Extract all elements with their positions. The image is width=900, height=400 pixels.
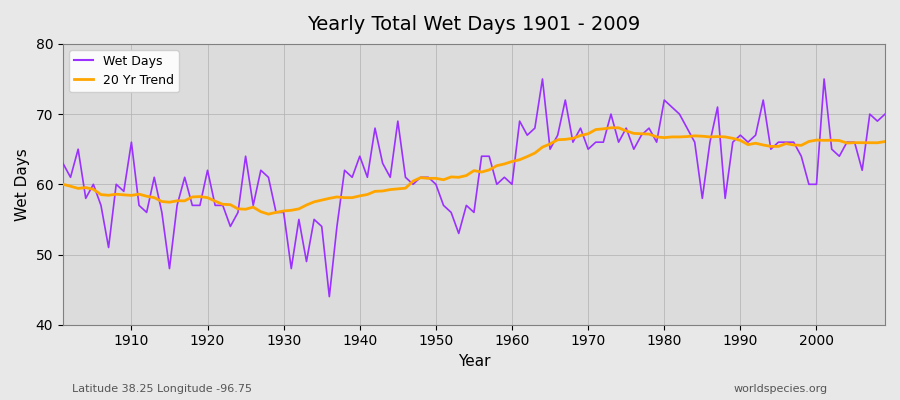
Y-axis label: Wet Days: Wet Days <box>15 148 30 221</box>
20 Yr Trend <box>58 182 68 187</box>
Wet Days <box>324 294 335 299</box>
20 Yr Trend <box>606 125 616 130</box>
Wet Days <box>514 119 525 124</box>
20 Yr Trend <box>514 157 525 162</box>
Wet Days <box>879 112 890 116</box>
20 Yr Trend <box>339 195 350 200</box>
20 Yr Trend <box>613 125 624 130</box>
Wet Days <box>286 266 297 271</box>
20 Yr Trend <box>119 192 130 197</box>
Wet Days <box>537 76 548 81</box>
20 Yr Trend <box>293 206 304 211</box>
Wet Days <box>58 161 68 166</box>
Wet Days <box>613 140 624 144</box>
20 Yr Trend <box>507 159 517 164</box>
Wet Days <box>119 189 130 194</box>
20 Yr Trend <box>263 212 274 216</box>
Wet Days <box>507 182 517 187</box>
Wet Days <box>339 168 350 173</box>
Text: Latitude 38.25 Longitude -96.75: Latitude 38.25 Longitude -96.75 <box>72 384 252 394</box>
Legend: Wet Days, 20 Yr Trend: Wet Days, 20 Yr Trend <box>69 50 179 92</box>
Line: Wet Days: Wet Days <box>63 79 885 297</box>
Title: Yearly Total Wet Days 1901 - 2009: Yearly Total Wet Days 1901 - 2009 <box>307 15 641 34</box>
20 Yr Trend <box>879 139 890 144</box>
X-axis label: Year: Year <box>458 354 491 369</box>
Text: worldspecies.org: worldspecies.org <box>734 384 828 394</box>
Line: 20 Yr Trend: 20 Yr Trend <box>63 128 885 214</box>
